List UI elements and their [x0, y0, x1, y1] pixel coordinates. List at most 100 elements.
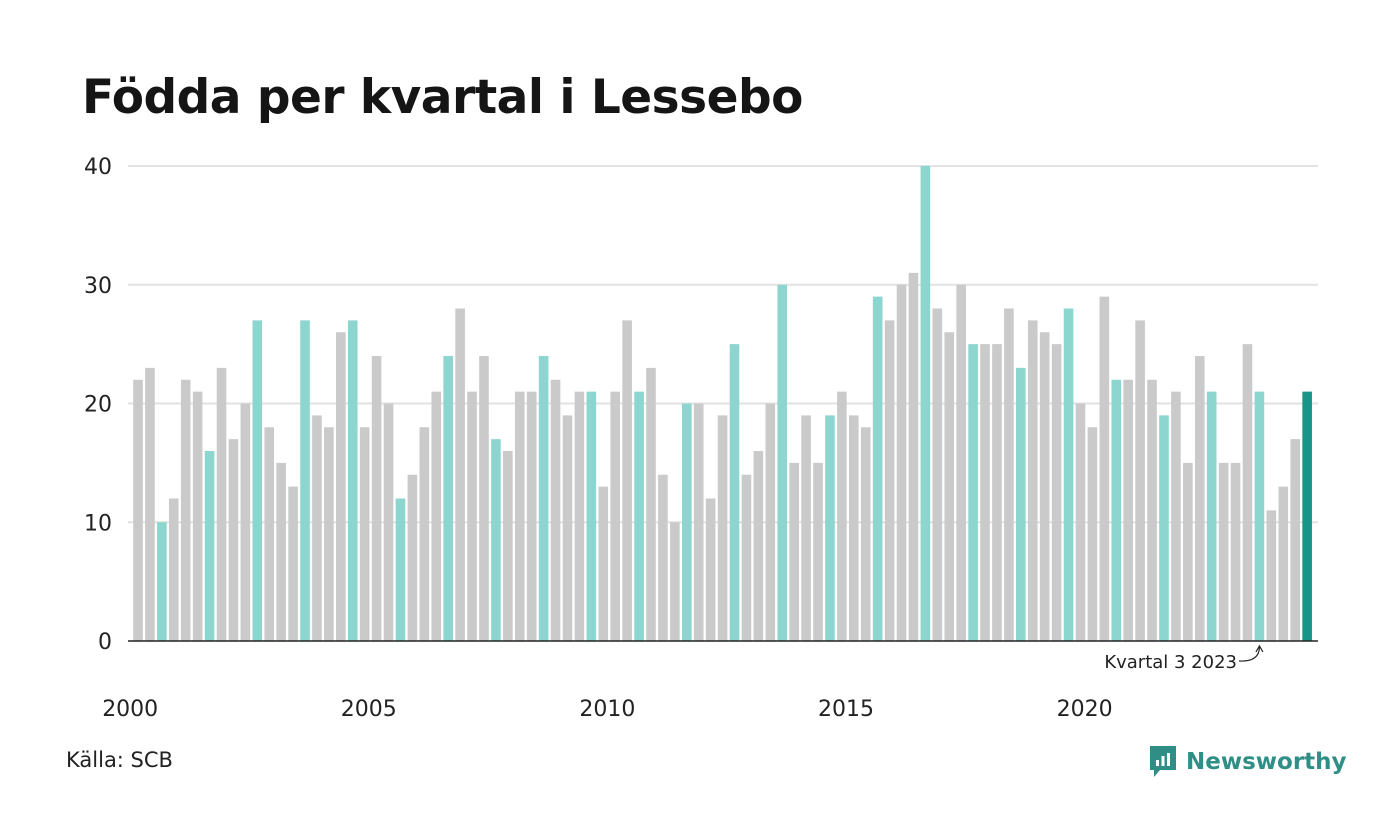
bar [550, 379, 561, 641]
bar [837, 391, 847, 641]
bar [1087, 427, 1098, 641]
bar [562, 415, 573, 641]
y-tick-label: 40 [84, 155, 112, 180]
bar [359, 427, 370, 641]
annotation-label: Kvartal 3 2023 [1104, 652, 1237, 673]
bar [479, 356, 489, 641]
bar [1135, 320, 1145, 641]
bar [634, 391, 644, 641]
bar [860, 427, 871, 641]
y-tick-label: 10 [84, 511, 112, 536]
bar [538, 356, 549, 641]
bar [1027, 320, 1038, 641]
bar [920, 166, 931, 641]
bar [157, 522, 167, 641]
bar [300, 320, 310, 641]
bar [1218, 462, 1229, 641]
bar [1111, 379, 1122, 641]
bar [443, 356, 453, 641]
bar [622, 320, 632, 641]
bar [395, 498, 406, 641]
bar [813, 462, 823, 641]
bar [1171, 391, 1181, 641]
newsworthy-logo-icon [1150, 746, 1176, 777]
brand-logo: Newsworthy [1148, 744, 1347, 780]
bar [1099, 296, 1110, 641]
bar [276, 462, 286, 641]
bar [765, 403, 776, 641]
source-label: Källa: SCB [66, 748, 173, 772]
bar [705, 498, 716, 641]
bar [1254, 391, 1265, 641]
bar [980, 344, 990, 641]
bar [992, 344, 1002, 641]
bar [133, 379, 143, 641]
bar [574, 391, 585, 641]
bar [336, 332, 346, 641]
bar [1016, 367, 1026, 641]
bar [1242, 344, 1253, 641]
bar [1278, 486, 1289, 641]
bar [729, 344, 740, 641]
bar [1302, 391, 1312, 641]
brand-name: Newsworthy [1186, 749, 1347, 775]
annotation-arrowhead [1255, 644, 1264, 653]
bar [288, 486, 298, 641]
y-tick-label: 0 [98, 630, 112, 655]
bar [789, 462, 799, 641]
bar [324, 427, 334, 641]
bar [1063, 308, 1074, 641]
bar [658, 474, 668, 641]
chart-title: Födda per kvartal i Lessebo [82, 70, 803, 125]
bar [646, 367, 656, 641]
bar [598, 486, 609, 641]
bar [944, 332, 955, 641]
bar [693, 403, 704, 641]
bar [145, 367, 155, 641]
bar [1230, 462, 1241, 641]
bar [467, 391, 477, 641]
bar [968, 344, 978, 641]
bar [670, 522, 680, 641]
bar [204, 451, 215, 641]
bar [753, 451, 764, 641]
bar [1290, 439, 1301, 641]
bar [514, 391, 525, 641]
bar [431, 391, 442, 641]
bar [1266, 510, 1277, 641]
bar [228, 439, 239, 641]
bar [371, 356, 382, 641]
bar [1075, 403, 1086, 641]
bar [825, 415, 835, 641]
y-tick-label: 20 [84, 393, 112, 418]
bar [455, 308, 465, 641]
x-tick-label: 2020 [1057, 697, 1113, 722]
bar [347, 320, 358, 641]
bar [956, 284, 966, 641]
bar [717, 415, 728, 641]
bar [1051, 344, 1062, 641]
bar [1004, 308, 1014, 641]
bar-chart: 0 10 20 30 40 2000 2005 2010 2015 2020 Kvartal 3 2… [84, 155, 1318, 722]
bar [168, 498, 179, 641]
annotation-arrow [1238, 646, 1261, 662]
bar [896, 284, 907, 641]
bar [252, 320, 263, 641]
bar [908, 272, 919, 641]
bar [586, 391, 597, 641]
x-tick-label: 2000 [102, 697, 158, 722]
bar [741, 474, 752, 641]
bar [383, 403, 394, 641]
bar [180, 379, 191, 641]
bar [491, 439, 501, 641]
bar [801, 415, 811, 641]
bar [884, 320, 895, 641]
bar [1039, 332, 1050, 641]
bar [1159, 415, 1169, 641]
bar [1123, 379, 1133, 641]
bar [312, 415, 322, 641]
bar [216, 367, 227, 641]
bar [503, 451, 513, 641]
bar [1194, 356, 1205, 641]
bar [1147, 379, 1157, 641]
